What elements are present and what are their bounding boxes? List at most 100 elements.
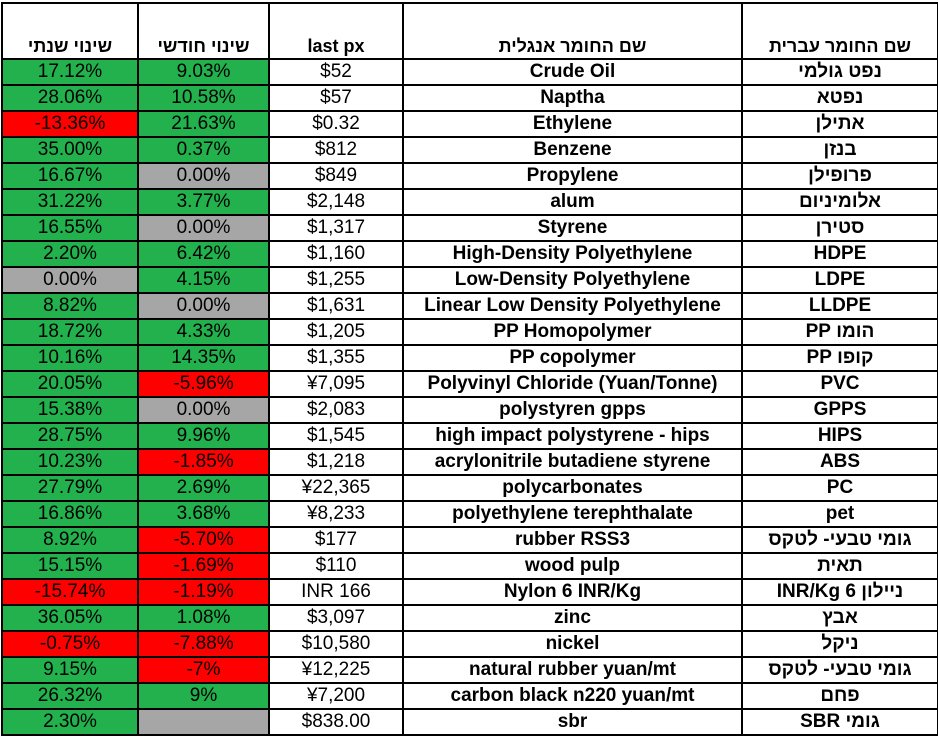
hebrew-name-cell: אלומיניום bbox=[741, 188, 938, 216]
monthly-change-cell: -1.85% bbox=[137, 448, 270, 476]
last-px-cell: INR 166 bbox=[268, 578, 404, 606]
english-name-cell: Benzene bbox=[402, 136, 743, 164]
last-px-cell: ¥22,365 bbox=[268, 474, 404, 502]
monthly-change-cell: 0.00% bbox=[137, 214, 270, 242]
table-row: 26.32% 9% ¥7,200 carbon black n220 yuan/mt פ… bbox=[1, 682, 938, 710]
english-name-cell: wood pulp bbox=[402, 552, 743, 580]
header-monthly-change: שינוי חודשי bbox=[137, 2, 270, 60]
monthly-change-cell: 14.35% bbox=[137, 344, 270, 372]
english-name-cell: Styrene bbox=[402, 214, 743, 242]
last-px-cell: ¥8,233 bbox=[268, 500, 404, 528]
hebrew-name-cell: פרופילן bbox=[741, 162, 938, 190]
monthly-change-cell: -1.19% bbox=[137, 578, 270, 606]
yearly-change-cell: 17.12% bbox=[1, 58, 139, 86]
hebrew-name-cell: GPPS bbox=[741, 396, 938, 424]
table-row: 35.00% 0.37% $812 Benzene בנזן bbox=[1, 136, 938, 164]
header-hebrew-name: שם החומר עברית bbox=[741, 2, 938, 60]
table-row: -15.74% -1.19% INR 166 Nylon 6 INR/Kg ניילון… bbox=[1, 578, 938, 606]
hebrew-name-cell: LDPE bbox=[741, 266, 938, 294]
english-name-cell: Nylon 6 INR/Kg bbox=[402, 578, 743, 606]
english-name-cell: Linear Low Density Polyethylene bbox=[402, 292, 743, 320]
monthly-change-cell: 9% bbox=[137, 682, 270, 710]
english-name-cell: High-Density Polyethylene bbox=[402, 240, 743, 268]
table-row: 8.82% 0.00% $1,631 Linear Low Density Polye… bbox=[1, 292, 938, 320]
monthly-change-cell: 6.42% bbox=[137, 240, 270, 268]
yearly-change-cell: 28.75% bbox=[1, 422, 139, 450]
monthly-change-cell: 9.96% bbox=[137, 422, 270, 450]
hebrew-name-cell: ניילון 6 INR/Kg bbox=[741, 578, 938, 606]
last-px-cell: $52 bbox=[268, 58, 404, 86]
hebrew-name-cell: ניקל bbox=[741, 630, 938, 658]
hebrew-name-cell: נפטא bbox=[741, 84, 938, 112]
hebrew-name-cell: אבץ bbox=[741, 604, 938, 632]
yearly-change-cell: 20.05% bbox=[1, 370, 139, 398]
table-row: 16.86% 3.68% ¥8,233 polyethylene terephthal… bbox=[1, 500, 938, 528]
hebrew-name-cell: הומו PP bbox=[741, 318, 938, 346]
english-name-cell: carbon black n220 yuan/mt bbox=[402, 682, 743, 710]
monthly-change-cell bbox=[137, 708, 270, 736]
yearly-change-cell: 31.22% bbox=[1, 188, 139, 216]
hebrew-name-cell: פחם bbox=[741, 682, 938, 710]
english-name-cell: polycarbonates bbox=[402, 474, 743, 502]
last-px-cell: $849 bbox=[268, 162, 404, 190]
english-name-cell: polyethylene terephthalate bbox=[402, 500, 743, 528]
table-row: 10.23% -1.85% $1,218 acrylonitrile butadien… bbox=[1, 448, 938, 476]
english-name-cell: high impact polystyrene - hips bbox=[402, 422, 743, 450]
table-row: 36.05% 1.08% $3,097 zinc אבץ bbox=[1, 604, 938, 632]
last-px-cell: $10,580 bbox=[268, 630, 404, 658]
english-name-cell: sbr bbox=[402, 708, 743, 736]
last-px-cell: ¥7,095 bbox=[268, 370, 404, 398]
table-row: 2.20% 6.42% $1,160 High-Density Polyethylen… bbox=[1, 240, 938, 268]
table-row: 27.79% 2.69% ¥22,365 polycarbonates PC bbox=[1, 474, 938, 502]
hebrew-name-cell: PC bbox=[741, 474, 938, 502]
last-px-cell: $0.32 bbox=[268, 110, 404, 138]
monthly-change-cell: -7% bbox=[137, 656, 270, 684]
english-name-cell: rubber RSS3 bbox=[402, 526, 743, 554]
yearly-change-cell: 15.38% bbox=[1, 396, 139, 424]
yearly-change-cell: -13.36% bbox=[1, 110, 139, 138]
header-english-name: שם החומר אנגלית bbox=[402, 2, 743, 60]
monthly-change-cell: -5.70% bbox=[137, 526, 270, 554]
monthly-change-cell: 3.77% bbox=[137, 188, 270, 216]
table-row: 28.06% 10.58% $57 Naptha נפטא bbox=[1, 84, 938, 112]
yearly-change-cell: 27.79% bbox=[1, 474, 139, 502]
hebrew-name-cell: גומי טבעי- לטקס bbox=[741, 656, 938, 684]
table-row: 31.22% 3.77% $2,148 alum אלומיניום bbox=[1, 188, 938, 216]
hebrew-name-cell: HIPS bbox=[741, 422, 938, 450]
monthly-change-cell: 1.08% bbox=[137, 604, 270, 632]
table-row: 17.12% 9.03% $52 Crude Oil נפט גולמי bbox=[1, 58, 938, 86]
yearly-change-cell: 9.15% bbox=[1, 656, 139, 684]
yearly-change-cell: 2.30% bbox=[1, 708, 139, 736]
yearly-change-cell: 26.32% bbox=[1, 682, 139, 710]
last-px-cell: ¥7,200 bbox=[268, 682, 404, 710]
english-name-cell: zinc bbox=[402, 604, 743, 632]
yearly-change-cell: 35.00% bbox=[1, 136, 139, 164]
english-name-cell: acrylonitrile butadiene styrene bbox=[402, 448, 743, 476]
last-px-cell: $110 bbox=[268, 552, 404, 580]
last-px-cell: $1,545 bbox=[268, 422, 404, 450]
hebrew-name-cell: תאית bbox=[741, 552, 938, 580]
yearly-change-cell: 10.23% bbox=[1, 448, 139, 476]
yearly-change-cell: 2.20% bbox=[1, 240, 139, 268]
monthly-change-cell: 0.00% bbox=[137, 396, 270, 424]
yearly-change-cell: 16.86% bbox=[1, 500, 139, 528]
last-px-cell: $1,205 bbox=[268, 318, 404, 346]
monthly-change-cell: -1.69% bbox=[137, 552, 270, 580]
monthly-change-cell: 0.37% bbox=[137, 136, 270, 164]
monthly-change-cell: 4.33% bbox=[137, 318, 270, 346]
english-name-cell: Polyvinyl Chloride (Yuan/Tonne) bbox=[402, 370, 743, 398]
hebrew-name-cell: בנזן bbox=[741, 136, 938, 164]
english-name-cell: Propylene bbox=[402, 162, 743, 190]
table-row: 18.72% 4.33% $1,205 PP Homopolymer הומו PP bbox=[1, 318, 938, 346]
yearly-change-cell: 16.55% bbox=[1, 214, 139, 242]
yearly-change-cell: 28.06% bbox=[1, 84, 139, 112]
header-last-px: last px bbox=[268, 2, 404, 60]
last-px-cell: $1,631 bbox=[268, 292, 404, 320]
english-name-cell: natural rubber yuan/mt bbox=[402, 656, 743, 684]
last-px-cell: $1,160 bbox=[268, 240, 404, 268]
yearly-change-cell: 18.72% bbox=[1, 318, 139, 346]
table-row: 15.38% 0.00% $2,083 polystyren gpps GPPS bbox=[1, 396, 938, 424]
hebrew-name-cell: קופו PP bbox=[741, 344, 938, 372]
english-name-cell: Low-Density Polyethylene bbox=[402, 266, 743, 294]
